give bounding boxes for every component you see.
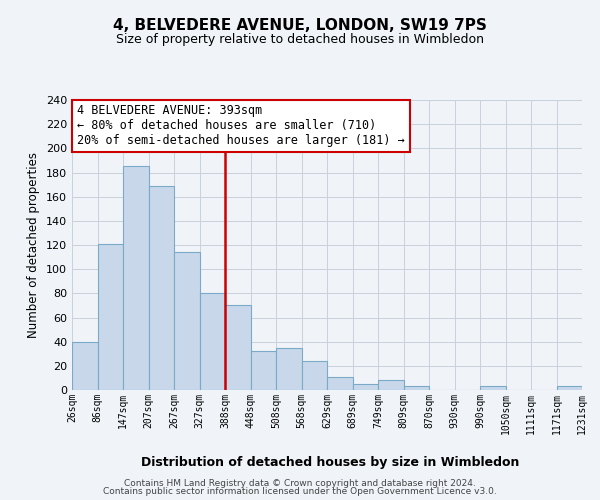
Bar [378, 380, 404, 390]
Y-axis label: Number of detached properties: Number of detached properties [28, 152, 40, 338]
Text: Size of property relative to detached houses in Wimbledon: Size of property relative to detached ho… [116, 32, 484, 46]
Bar [276, 348, 302, 390]
Bar [72, 342, 97, 390]
Text: Distribution of detached houses by size in Wimbledon: Distribution of detached houses by size … [141, 456, 519, 469]
Text: 4, BELVEDERE AVENUE, LONDON, SW19 7PS: 4, BELVEDERE AVENUE, LONDON, SW19 7PS [113, 18, 487, 32]
Text: Contains public sector information licensed under the Open Government Licence v3: Contains public sector information licen… [103, 487, 497, 496]
Bar [149, 186, 174, 390]
Bar [404, 386, 429, 390]
Text: 4 BELVEDERE AVENUE: 393sqm
← 80% of detached houses are smaller (710)
20% of sem: 4 BELVEDERE AVENUE: 393sqm ← 80% of deta… [77, 104, 405, 148]
Bar [302, 361, 327, 390]
Text: Contains HM Land Registry data © Crown copyright and database right 2024.: Contains HM Land Registry data © Crown c… [124, 478, 476, 488]
Bar [353, 384, 378, 390]
Bar [480, 386, 505, 390]
Bar [174, 252, 199, 390]
Bar [225, 306, 251, 390]
Bar [123, 166, 149, 390]
Bar [97, 244, 123, 390]
Bar [199, 294, 225, 390]
Bar [251, 352, 276, 390]
Bar [557, 386, 582, 390]
Bar [327, 376, 353, 390]
